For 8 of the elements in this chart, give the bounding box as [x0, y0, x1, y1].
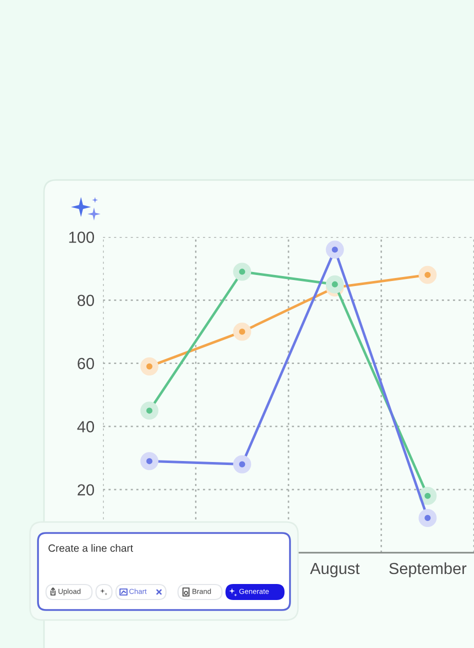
y-tick-label: 100: [69, 232, 94, 243]
y-tick-label: 40: [77, 421, 94, 432]
y-tick-label: 60: [78, 358, 94, 370]
y-tick-label: 80: [78, 294, 94, 306]
x-tick-label: August: [310, 563, 360, 578]
y-tick-label: 20: [78, 484, 94, 496]
x-tick-label: September: [389, 562, 466, 578]
annotation: Create a line chart: [48, 544, 134, 552]
